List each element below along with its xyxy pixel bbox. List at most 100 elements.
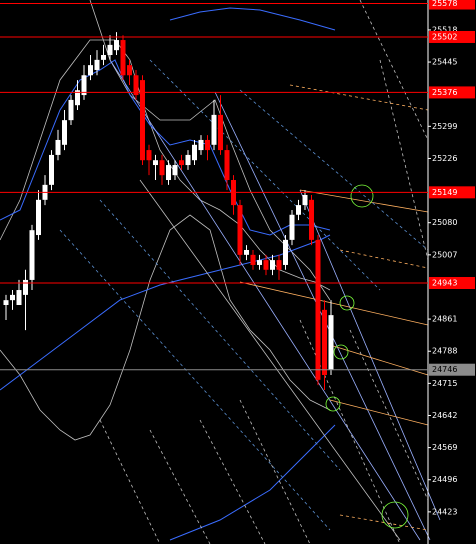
y-tick-label: 25445 xyxy=(432,58,457,67)
candle-body xyxy=(107,44,113,56)
y-tick-label: 24788 xyxy=(432,347,457,356)
level-label-box xyxy=(429,86,475,99)
candle-body xyxy=(36,199,41,236)
candle-body xyxy=(49,154,54,185)
fan-lines xyxy=(59,0,429,544)
candle-body xyxy=(75,90,80,106)
candle-body xyxy=(140,80,145,161)
candle-body xyxy=(16,290,22,306)
candle-body xyxy=(192,144,197,161)
marker-circle xyxy=(381,501,409,529)
fan-line xyxy=(149,59,381,291)
candle-body xyxy=(250,254,256,265)
marker-circle xyxy=(350,184,374,208)
fan-line xyxy=(239,89,429,251)
y-tick-label: 24642 xyxy=(432,411,457,420)
candle-body xyxy=(10,294,15,301)
candle-body xyxy=(62,120,67,145)
fan-line xyxy=(289,84,429,111)
candle-body xyxy=(211,114,217,145)
level-label: 24943 xyxy=(432,279,457,288)
candle-body xyxy=(55,139,61,155)
fan-line xyxy=(359,0,429,141)
candle-body xyxy=(237,205,243,255)
level-label: 25578 xyxy=(432,0,457,8)
candle-body xyxy=(218,114,223,151)
y-tick-label: 25226 xyxy=(432,154,457,163)
fan-line xyxy=(59,229,331,531)
channel-line xyxy=(329,399,429,426)
y-tick-label: 25299 xyxy=(432,122,457,131)
ma-fast xyxy=(0,59,331,236)
marker-circle xyxy=(333,344,349,360)
candle-body xyxy=(309,199,314,240)
fan-line xyxy=(349,329,429,501)
fan-line xyxy=(379,59,429,261)
candle-body xyxy=(81,75,87,96)
candle-body xyxy=(159,160,165,176)
candle-body xyxy=(68,99,74,121)
candle-body xyxy=(114,40,119,51)
candle-body xyxy=(263,260,269,270)
level-label: 24746 xyxy=(432,365,457,374)
candle-body xyxy=(283,239,288,265)
level-label: 25502 xyxy=(432,32,457,41)
candle-body xyxy=(315,239,321,380)
level-label: 25149 xyxy=(432,188,457,197)
candle-body xyxy=(146,150,152,161)
candle-body xyxy=(23,279,28,295)
fan-line xyxy=(199,419,266,544)
candle-body xyxy=(3,300,9,306)
y-tick-label: 24496 xyxy=(432,475,457,484)
channel-line xyxy=(239,281,429,326)
bollinger-lower xyxy=(0,214,331,441)
channel-line xyxy=(299,189,429,213)
candle-body xyxy=(302,194,308,206)
candle-body xyxy=(224,150,230,181)
y-tick-label: 25080 xyxy=(432,218,457,227)
marker-circle xyxy=(325,396,341,412)
level-label-box xyxy=(429,363,475,376)
trend-line xyxy=(299,189,441,521)
candle-body xyxy=(205,139,210,151)
candle-body xyxy=(153,160,158,166)
y-tick-label: 24423 xyxy=(432,507,457,516)
candle-body xyxy=(29,230,35,280)
candle-body xyxy=(172,165,178,176)
trend-line xyxy=(109,59,421,541)
trend-line xyxy=(139,179,401,541)
candle-body xyxy=(257,260,262,265)
candle-body xyxy=(101,55,106,60)
candle-body xyxy=(127,65,132,76)
candle-body xyxy=(322,309,327,375)
level-label: 25376 xyxy=(432,88,457,97)
candle-body xyxy=(270,260,275,270)
fan-line xyxy=(339,249,429,269)
candle-body xyxy=(88,65,93,76)
candle-body xyxy=(185,154,191,166)
candle-body xyxy=(133,75,139,96)
fan-line xyxy=(99,199,341,471)
level-label-box xyxy=(429,277,475,290)
y-tick-label: 24861 xyxy=(432,315,457,324)
level-label-box xyxy=(429,186,475,199)
level-label-box xyxy=(429,30,475,43)
y-tick-label: 25007 xyxy=(432,250,457,259)
candle-body xyxy=(94,59,100,70)
candle-body xyxy=(120,40,126,76)
markers xyxy=(325,184,409,529)
candle-body xyxy=(244,249,249,255)
candle-body xyxy=(166,165,171,181)
fan-line xyxy=(299,319,401,544)
marker-circle xyxy=(339,295,355,311)
ma-slow xyxy=(0,234,331,391)
y-tick-label: 24569 xyxy=(432,443,457,452)
y-tick-label: 24715 xyxy=(432,379,457,388)
candle-body xyxy=(198,139,204,151)
candle-body xyxy=(289,214,295,240)
ma-bottom xyxy=(169,424,336,541)
candle-body xyxy=(296,205,301,215)
y-tick-label: 25518 xyxy=(432,25,457,34)
